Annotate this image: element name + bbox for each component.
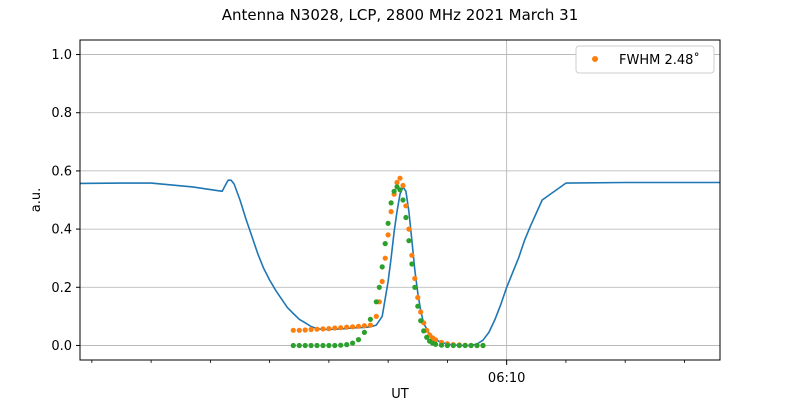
model-point [379,264,385,270]
fit-point [418,309,424,315]
fit-point [355,323,362,329]
fit-point [397,175,403,181]
model-point [418,318,424,324]
model-point [450,342,456,349]
y-tick-label: 1.0 [51,48,72,63]
fit-point [412,275,418,282]
y-axis-label: a.u. [29,188,44,212]
fit-point [320,326,326,332]
model-point [409,261,415,267]
fit-point [296,327,302,333]
legend-label: FWHM 2.48˚ [619,52,700,68]
model-point [391,188,397,194]
model-point [350,340,356,346]
fit-point [415,294,421,301]
model-point [376,284,382,290]
y-tick-label: 0.6 [51,164,72,179]
model-point [296,342,302,349]
y-tick-label: 0.2 [51,281,72,296]
fit-point [308,326,314,333]
grid [80,40,720,360]
fit-point [379,278,385,285]
model-point [344,342,350,348]
fit-point [406,226,412,232]
fit-point [385,232,391,238]
model-point [480,342,486,349]
fit-point [373,313,379,319]
fit-point [367,322,373,328]
axes: 0.0 0.2 0.4 0.6 0.8 1.0 06:10 [51,48,685,386]
model-point [367,316,373,322]
model-point [456,342,462,349]
y-tick-label: 0.4 [51,223,72,238]
fit-point [302,327,308,333]
model-point [308,342,314,349]
model-point [433,341,439,347]
fit-point [388,209,394,215]
model-point [444,342,450,349]
fit-point [344,324,350,330]
model-point [388,200,394,206]
fit-point [361,323,367,329]
data-series-line [79,179,720,347]
plot-frame [79,39,721,361]
model-point [302,342,308,349]
fit-point [338,325,344,331]
fit-point [290,327,296,333]
fit-point [400,182,406,189]
model-point [373,299,379,305]
model-point [326,342,332,349]
y-tick-label: 0.0 [51,339,72,354]
model-point [421,328,427,334]
y-tick-label: 0.8 [51,106,72,121]
model-point [474,342,480,349]
model-point [382,241,388,247]
model-point [403,214,409,221]
fit-point [350,324,356,330]
fit-point [382,255,388,261]
model-point [332,342,338,349]
model-point [314,342,320,349]
fit-point [403,203,409,209]
model-point [412,284,418,290]
model-point [290,342,296,349]
model-point [385,220,391,226]
x-tick-label: 06:10 [488,371,525,386]
legend-marker [592,56,598,62]
model-point [355,337,362,343]
fit-point [394,179,400,186]
chart-title: Antenna N3028, LCP, 2800 MHz 2021 March … [222,6,579,24]
fit-point [326,326,332,332]
fit-point [314,326,320,332]
model-point [320,342,326,349]
model-point [424,334,430,340]
model-point [415,303,421,309]
fit-point [332,325,338,331]
model-point [438,342,445,348]
x-axis-label: UT [391,387,409,400]
model-point [338,342,344,348]
model-point [400,197,406,203]
legend: FWHM 2.48˚ [575,45,715,74]
model-point [468,342,474,349]
series-layer [79,175,720,349]
model-point [406,238,412,244]
fit-point [409,252,415,258]
model-point [361,329,367,335]
legend-box [575,45,715,74]
model-point [462,342,468,349]
model-point [397,187,403,193]
